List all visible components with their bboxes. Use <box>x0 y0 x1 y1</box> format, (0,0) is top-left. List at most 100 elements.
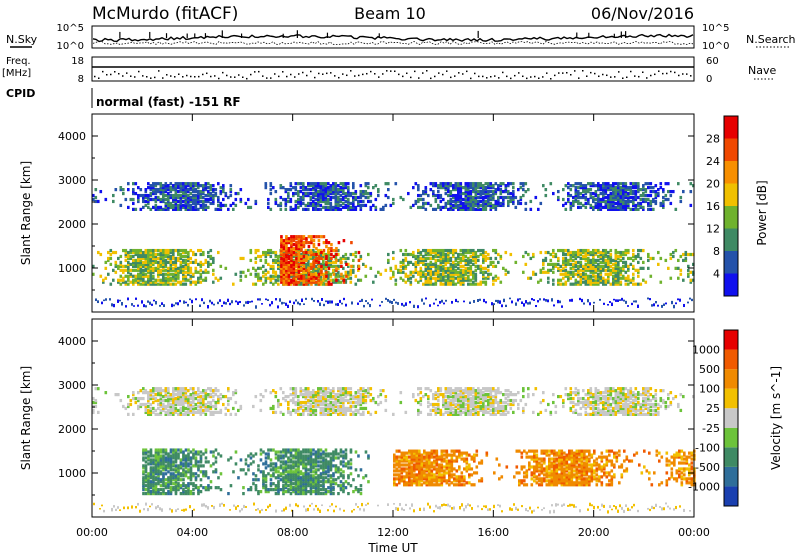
power-echo-cell <box>317 299 319 303</box>
power-echo-cell <box>612 282 615 286</box>
velocity-echo-cell <box>172 404 175 409</box>
power-echo-cell <box>142 262 145 266</box>
velocity-echo-cell <box>599 509 601 511</box>
power-echo-cell <box>154 182 158 186</box>
power-echo-cell <box>507 201 510 206</box>
power-echo-cell <box>282 282 286 286</box>
velocity-echo-cell <box>182 402 185 407</box>
power-echo-cell <box>162 260 165 265</box>
power-echo-cell <box>567 191 570 196</box>
power-echo-cell <box>472 205 475 210</box>
velocity-echo-cell <box>339 391 343 395</box>
velocity-echo-cell <box>187 402 190 407</box>
power-echo-cell <box>427 282 430 286</box>
power-echo-cell <box>347 201 350 206</box>
power-echo-cell <box>524 250 528 255</box>
power-echo-cell <box>489 189 493 194</box>
power-echo-cell <box>314 193 318 198</box>
power-echo-cell <box>189 203 193 208</box>
velocity-echo-cell <box>187 410 190 415</box>
power-echo-cell <box>634 205 638 210</box>
velocity-echo-cell <box>314 393 318 397</box>
power-echo-cell <box>152 256 155 261</box>
velocity-echo-cell <box>214 406 218 411</box>
power-echo-cell <box>489 207 493 211</box>
power-echo-cell <box>482 203 485 208</box>
power-echo-cell <box>332 264 335 268</box>
power-echo-cell <box>462 203 465 208</box>
power-echo-cell <box>152 182 155 186</box>
power-echo-cell <box>137 186 140 190</box>
power-echo-cell <box>634 184 638 188</box>
power-echo-cell <box>159 262 163 266</box>
power-echo-cell <box>187 254 190 259</box>
power-echo-cell <box>139 282 143 286</box>
power-echo-cell <box>462 258 465 263</box>
power-echo-cell <box>112 278 115 282</box>
velocity-echo-cell <box>122 404 125 409</box>
power-echo-cell <box>164 250 168 255</box>
power-echo-cell <box>290 264 293 268</box>
velocity-echo-cell <box>274 394 278 399</box>
power-echo-cell <box>572 254 575 259</box>
power-echo-cell <box>182 272 185 276</box>
power-echo-cell <box>569 184 573 188</box>
power-echo-cell <box>622 250 625 255</box>
power-echo-cell <box>474 274 478 278</box>
power-echo-cell <box>239 197 243 202</box>
power-echo-cell <box>204 188 208 192</box>
power-echo-cell <box>99 252 103 257</box>
power-echo-cell <box>439 199 443 204</box>
power-echo-cell <box>535 305 537 308</box>
power-echo-cell <box>154 188 158 192</box>
power-echo-cell <box>474 191 478 196</box>
power-echo-cell <box>544 250 548 255</box>
power-echo-cell <box>569 203 573 208</box>
power-echo-cell <box>312 250 315 255</box>
power-echo-cell <box>484 207 488 211</box>
power-echo-cell <box>192 252 195 257</box>
power-echo-cell <box>272 274 275 278</box>
power-echo-cell <box>320 250 323 255</box>
power-echo-cell <box>662 189 665 194</box>
velocity-echo-cell <box>217 400 220 405</box>
power-echo-cell <box>147 282 150 286</box>
power-echo-cell <box>194 184 198 188</box>
power-echo-cell <box>132 260 135 265</box>
power-echo-cell <box>307 252 310 257</box>
power-echo-cell <box>432 250 435 255</box>
velocity-echo-cell <box>172 398 175 403</box>
power-echo-cell <box>334 256 338 261</box>
velocity-echo-cell <box>517 508 519 511</box>
power-echo-cell <box>444 205 448 210</box>
power-echo-cell <box>439 186 443 190</box>
power-echo-cell <box>314 254 318 259</box>
power-echo-cell <box>301 298 303 302</box>
power-echo-cell <box>609 193 613 198</box>
power-echo-cell <box>199 262 203 266</box>
power-echo-cell <box>469 254 473 259</box>
power-echo-cell <box>599 276 603 280</box>
velocity-echo-cell <box>142 391 145 395</box>
power-echo-cell <box>312 262 316 266</box>
power-echo-cell <box>657 191 660 196</box>
velocity-echo-cell <box>214 400 218 405</box>
power-echo-cell <box>234 191 238 196</box>
power-echo-cell <box>649 189 653 194</box>
velocity-echo-cell <box>603 504 605 508</box>
power-echo-cell <box>429 262 433 266</box>
power-echo-cell <box>584 254 588 259</box>
power-echo-cell <box>469 186 473 190</box>
power-echo-cell <box>112 268 115 272</box>
power-echo-cell <box>137 276 140 280</box>
power-echo-cell <box>164 280 168 284</box>
power-echo-cell <box>557 299 559 304</box>
nave-point <box>678 74 680 77</box>
power-echo-cell <box>307 274 311 278</box>
power-echo-cell <box>319 182 323 186</box>
velocity-echo-cell <box>294 391 298 395</box>
velocity-echo-cell <box>441 503 443 507</box>
velocity-echo-cell <box>172 391 175 395</box>
power-echo-cell <box>532 272 535 276</box>
